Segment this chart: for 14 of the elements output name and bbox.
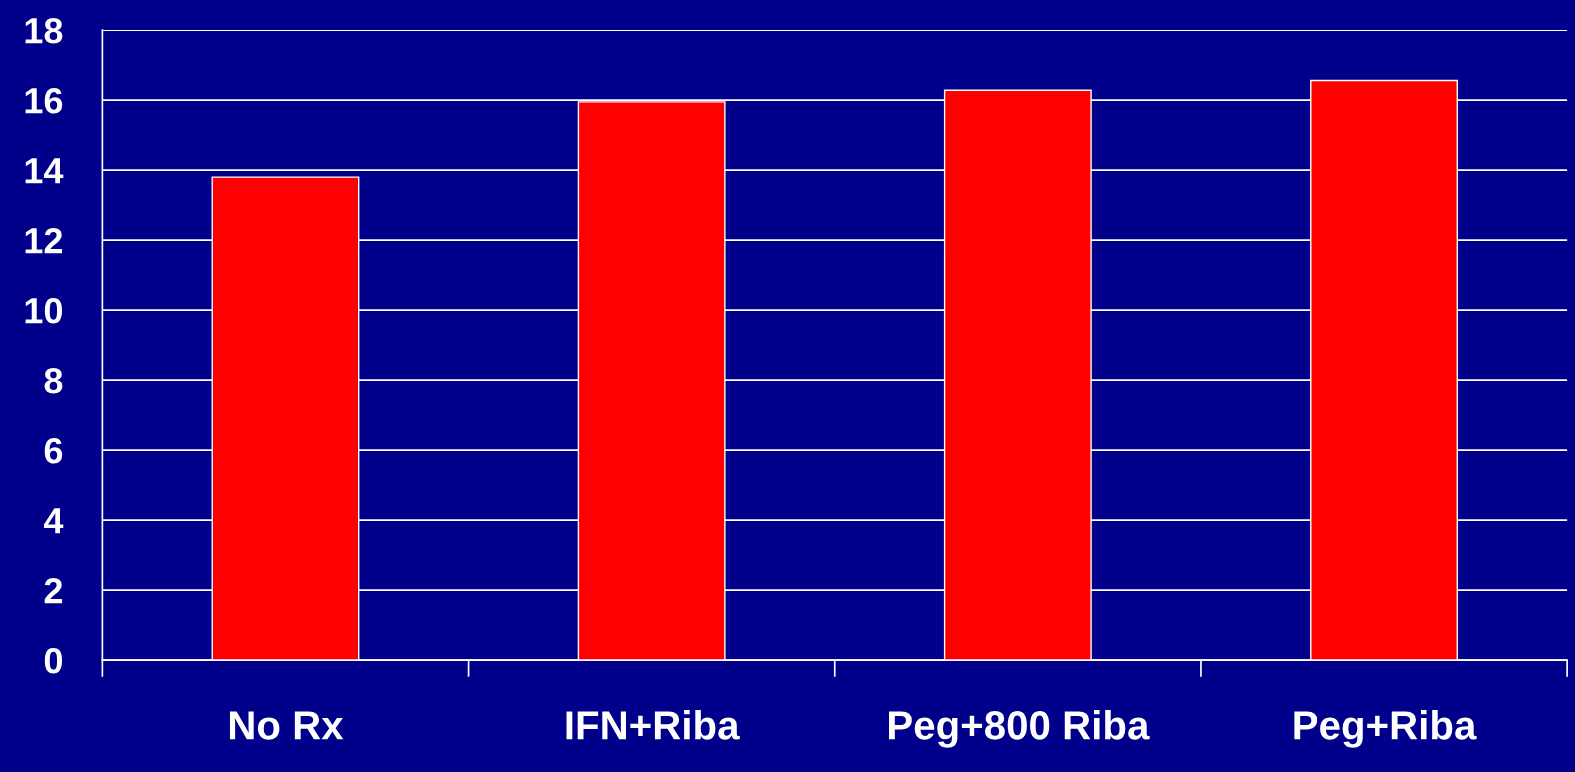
y-tick-label: 18 [25, 17, 63, 44]
y-tick-label: 0 [44, 647, 63, 674]
y-tick-label: 8 [44, 367, 63, 394]
y-tick-label: 6 [44, 437, 63, 464]
x-tick-label: Peg+800 Riba [889, 710, 1150, 748]
y-tick-label: 10 [25, 297, 63, 324]
y-tick-label: 4 [43, 508, 64, 534]
x-tick-label: Peg+Riba [1294, 710, 1477, 748]
y-tick-label: 12 [25, 227, 63, 254]
y-tick-label: 16 [25, 87, 63, 114]
y-tick-label: 14 [25, 158, 64, 184]
y-tick-label: 2 [44, 577, 63, 604]
x-tick-label: IFN+Riba [566, 710, 740, 740]
x-tick-label: No Rx [229, 711, 344, 740]
